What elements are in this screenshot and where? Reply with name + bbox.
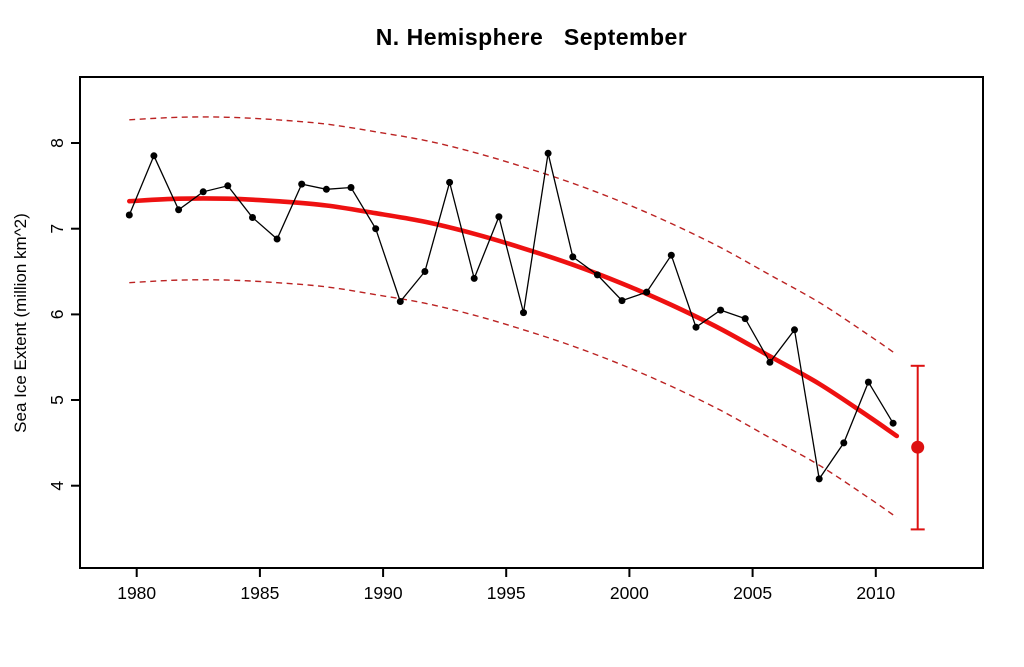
x-tick-label: 1995 xyxy=(487,583,526,603)
interval-upper-band xyxy=(129,116,898,356)
observed-data-point xyxy=(372,225,380,233)
observed-data-point xyxy=(717,306,725,314)
observed-data-point xyxy=(593,271,601,279)
observed-data-point xyxy=(889,419,897,427)
chart-title: N. Hemisphere September xyxy=(375,24,688,50)
x-tick-label: 2010 xyxy=(856,583,895,603)
observed-data-point xyxy=(322,185,330,193)
observed-data-point xyxy=(520,309,527,317)
observed-data-point xyxy=(840,439,848,447)
y-tick-label: 6 xyxy=(47,310,67,320)
observed-data-point xyxy=(298,180,306,188)
observed-data-point xyxy=(692,323,700,331)
observed-data-point xyxy=(249,214,256,221)
observed-data-point xyxy=(544,149,552,157)
x-tick-label: 1985 xyxy=(240,583,279,603)
observed-data-point xyxy=(273,235,281,243)
observed-series-line xyxy=(128,153,894,481)
x-axis: 1980 1985 1990 1995 2000 2005 2010 xyxy=(117,568,896,603)
interval-lower-band xyxy=(129,279,898,518)
observed-data-point xyxy=(150,152,158,160)
observed-data-point xyxy=(569,253,577,261)
observed-data-point xyxy=(421,268,429,275)
y-tick-label: 4 xyxy=(47,481,67,491)
x-tick-label: 1990 xyxy=(364,583,403,603)
observed-data-point xyxy=(791,326,798,334)
prediction-point xyxy=(911,440,925,454)
observed-data-point xyxy=(396,298,404,305)
observed-data-point xyxy=(667,251,675,259)
observed-data-point xyxy=(470,274,478,282)
y-axis: 4 5 6 7 8 xyxy=(47,138,80,491)
prediction-interval-bands xyxy=(129,116,898,518)
observed-data-point xyxy=(347,184,355,191)
observed-data-point xyxy=(815,475,823,483)
x-tick-label: 2005 xyxy=(733,583,772,603)
observed-data-point xyxy=(495,213,503,221)
x-tick-label: 1980 xyxy=(117,583,156,603)
y-tick-label: 8 xyxy=(47,138,67,148)
plot-frame xyxy=(79,76,984,569)
trend-fit-line xyxy=(127,196,900,439)
observed-data-point xyxy=(224,182,232,190)
observed-data-point xyxy=(643,288,651,296)
observed-data-point xyxy=(446,178,454,186)
observed-series-points xyxy=(125,149,897,483)
y-tick-label: 5 xyxy=(47,395,67,405)
observed-data-point xyxy=(199,188,207,196)
observed-data-point xyxy=(741,315,749,323)
x-tick-label: 2000 xyxy=(610,583,649,603)
observed-data-point xyxy=(766,358,774,366)
observed-data-point xyxy=(618,297,626,305)
observed-data-point xyxy=(864,378,872,386)
observed-data-point xyxy=(175,206,183,214)
observed-data-point xyxy=(125,211,133,219)
y-tick-label: 7 xyxy=(47,224,67,234)
